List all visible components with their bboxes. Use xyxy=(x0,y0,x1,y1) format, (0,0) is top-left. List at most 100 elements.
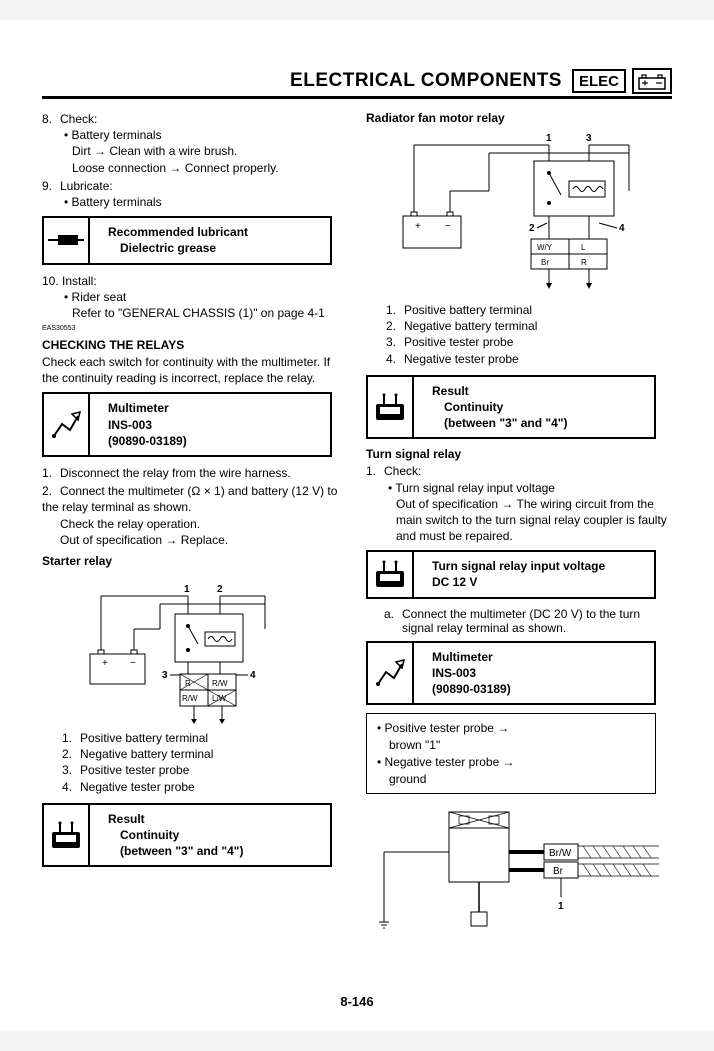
box-body: Multimeter INS-003 (90890-03189) xyxy=(414,643,521,704)
box-line: DC 12 V xyxy=(432,574,605,590)
legend-item: 1.Positive battery terminal xyxy=(386,302,672,318)
c: Br xyxy=(541,258,549,267)
lbl: 2 xyxy=(529,223,535,234)
starter-relay-heading: Starter relay xyxy=(42,554,348,568)
t: Positive tester probe xyxy=(404,335,513,349)
page-number: 8-146 xyxy=(0,994,714,1009)
text: Negative tester probe → xyxy=(385,755,515,769)
legend-item: 4.Negative tester probe xyxy=(386,351,672,367)
relays-text: Check each switch for continuity with th… xyxy=(42,354,348,386)
note-line: • Negative tester probe → xyxy=(377,754,645,771)
plus: + xyxy=(102,658,108,669)
page: ELECTRICAL COMPONENTS ELEC 8.Check: Batt… xyxy=(0,20,714,1031)
note-line: brown "1" xyxy=(377,737,645,754)
radiator-legend: 1.Positive battery terminal 2.Negative b… xyxy=(386,302,672,367)
label: Check: xyxy=(384,464,421,478)
box-line: Multimeter xyxy=(108,400,187,416)
legend-item: 3.Positive tester probe xyxy=(386,334,672,350)
header-title: ELECTRICAL COMPONENTS xyxy=(290,70,562,92)
box-body: Result Continuity (between "3" and "4") xyxy=(90,805,253,866)
multimeter-box: Multimeter INS-003 (90890-03189) xyxy=(42,392,332,457)
tester-probe-icon xyxy=(368,643,414,704)
reference-code: EAS30553 xyxy=(42,325,348,332)
step-9: 9.Lubricate: Battery terminals xyxy=(42,178,348,210)
c: R xyxy=(185,679,191,688)
legend-item: 3.Positive tester probe xyxy=(62,762,348,778)
step-num: 8. xyxy=(42,111,60,127)
text: Connect the multimeter (Ω × 1) and batte… xyxy=(42,484,337,514)
lbl: 3 xyxy=(162,670,168,681)
t: Negative battery terminal xyxy=(80,747,213,761)
bullet: Turn signal relay input voltage xyxy=(366,480,672,496)
subline: Out of specification → The wiring circui… xyxy=(366,496,672,545)
legend-item: 2.Negative battery terminal xyxy=(386,318,672,334)
header-section-tag: ELEC xyxy=(572,69,626,93)
num: 1. xyxy=(42,465,60,481)
box-line: Result xyxy=(432,383,567,399)
t: Negative battery terminal xyxy=(404,319,537,333)
columns: 8.Check: Battery terminals Dirt → Clean … xyxy=(42,111,672,946)
left-column: 8.Check: Battery terminals Dirt → Clean … xyxy=(42,111,348,946)
box-line: Continuity xyxy=(108,827,243,843)
starter-legend: 1.Positive battery terminal 2.Negative b… xyxy=(62,730,348,795)
subline: Dirt → Clean with a wire brush. xyxy=(42,143,348,159)
radiator-heading: Radiator fan motor relay xyxy=(366,111,672,125)
legend-item: 1.Positive battery terminal xyxy=(62,730,348,746)
note-line: ground xyxy=(377,771,645,788)
c: R/W xyxy=(212,679,228,688)
box-line: (90890-03189) xyxy=(432,681,511,697)
c: R/W xyxy=(182,694,198,703)
step-10: 10.Install: Rider seat Refer to "GENERAL… xyxy=(42,273,348,322)
subline: Out of specification → Replace. xyxy=(42,532,348,548)
box-line: Recommended lubricant xyxy=(108,224,248,240)
box-line: (between "3" and "4") xyxy=(432,415,567,431)
lbl: 1 xyxy=(558,901,564,912)
step-label: Check: xyxy=(60,112,97,126)
step-label: Install: xyxy=(62,274,97,288)
tsr-heading: Turn signal relay xyxy=(366,447,672,461)
t: Positive battery terminal xyxy=(404,303,532,317)
box-body: Result Continuity (between "3" and "4") xyxy=(414,377,577,438)
battery-icon xyxy=(632,68,672,94)
t: Negative tester probe xyxy=(80,780,195,794)
lbl: 4 xyxy=(250,670,256,681)
lbl: 2 xyxy=(217,584,223,595)
text: Connect the multimeter (DC 20 V) to the … xyxy=(402,607,672,635)
multimeter-box: Multimeter INS-003 (90890-03189) xyxy=(366,641,656,706)
result-box: Result Continuity (between "3" and "4") xyxy=(42,803,332,868)
bullet: Rider seat xyxy=(42,289,348,305)
step-list: 10.Install: Rider seat Refer to "GENERAL… xyxy=(42,273,348,322)
radiator-relay-diagram: + − xyxy=(366,131,672,296)
c: Br/W xyxy=(549,848,572,859)
note-line: • Positive tester probe → xyxy=(377,720,645,737)
lbl: 3 xyxy=(586,133,592,144)
box-body: Multimeter INS-003 (90890-03189) xyxy=(90,394,197,455)
legend-item: 2.Negative battery terminal xyxy=(62,746,348,762)
turn-signal-diagram: Br/W Br xyxy=(366,802,672,942)
t: Negative tester probe xyxy=(404,352,519,366)
step-num: 10. xyxy=(42,273,62,289)
c: W/Y xyxy=(537,243,553,252)
t: Positive battery terminal xyxy=(80,731,208,745)
n: 3. xyxy=(386,334,404,350)
num: 2. xyxy=(42,483,60,499)
lbl: 1 xyxy=(184,584,190,595)
box-line: INS-003 xyxy=(432,665,511,681)
box-line: (90890-03189) xyxy=(108,433,187,449)
num: a. xyxy=(384,607,402,635)
c: L/W xyxy=(212,694,227,703)
n: 3. xyxy=(62,762,80,778)
meter-icon xyxy=(368,377,414,438)
box-line: Dielectric grease xyxy=(108,240,248,256)
step-label: Lubricate: xyxy=(60,179,113,193)
bullet: Battery terminals xyxy=(42,194,348,210)
c: Br xyxy=(553,866,564,877)
subline: Loose connection → Connect properly. xyxy=(42,160,348,176)
lbl: 4 xyxy=(619,223,625,234)
tsr-list: 1.Check: Turn signal relay input voltage… xyxy=(366,463,672,544)
n: 1. xyxy=(62,730,80,746)
n: 2. xyxy=(62,746,80,762)
box-line: Result xyxy=(108,811,243,827)
num: 1. xyxy=(366,463,384,479)
minus: − xyxy=(445,221,451,232)
